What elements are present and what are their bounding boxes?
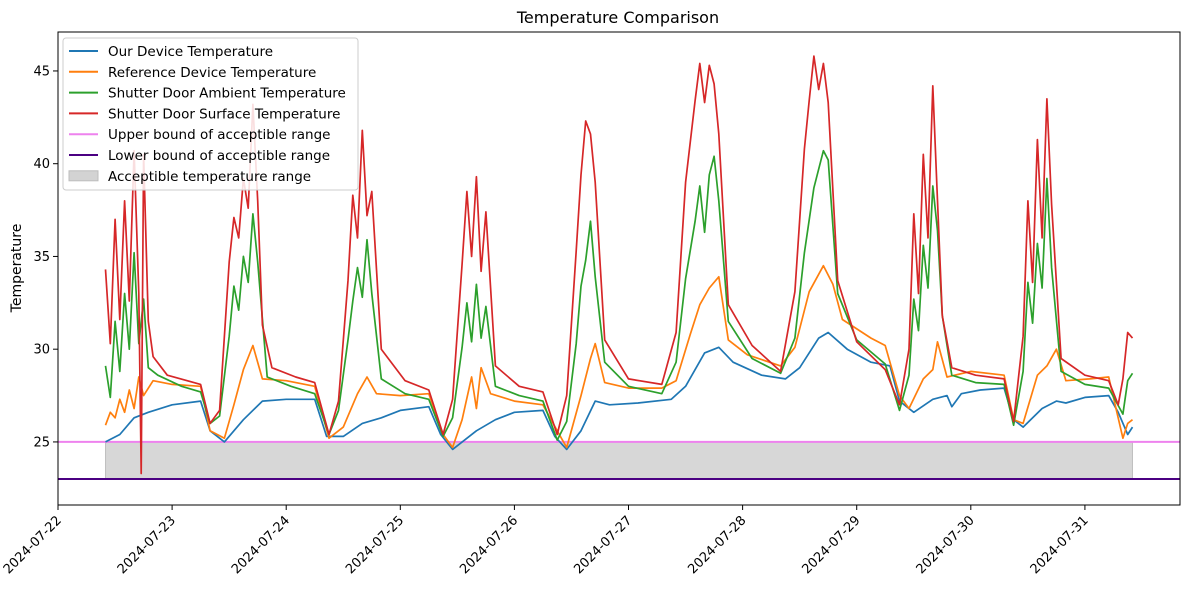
y-axis-label: Temperature: [9, 224, 25, 314]
acceptable-range-band: [105, 441, 1133, 480]
legend-label: Lower bound of acceptible range: [108, 148, 330, 164]
x-tick-label: 2024-07-28: [685, 513, 749, 577]
x-tick-label: 2024-07-26: [457, 513, 521, 577]
y-tick-label: 40: [33, 157, 50, 172]
legend-label: Acceptible temperature range: [108, 169, 311, 185]
legend: Our Device Temperature Reference Device T…: [62, 37, 359, 191]
y-axis: 25 30 35 40 45: [33, 64, 58, 450]
legend-label: Shutter Door Surface Temperature: [108, 106, 340, 122]
legend-label: Our Device Temperature: [108, 44, 273, 60]
y-tick-label: 35: [33, 250, 50, 265]
y-tick-label: 45: [33, 64, 50, 79]
y-tick-label: 30: [33, 343, 50, 358]
series-line-2: [104, 264, 1134, 449]
chart-title: Temperature Comparison: [516, 8, 719, 27]
legend-box: [62, 37, 359, 191]
legend-swatch: [68, 170, 99, 182]
series-line-4: [104, 55, 1134, 475]
x-tick-label: 2024-07-23: [115, 513, 179, 577]
x-tick-label: 2024-07-25: [343, 513, 407, 577]
x-tick-label: 2024-07-31: [1028, 513, 1092, 577]
legend-label: Upper bound of acceptible range: [108, 127, 330, 143]
x-axis: 2024-07-22 2024-07-23 2024-07-24 2024-07-25…: [1, 505, 1092, 577]
legend-label: Shutter Door Ambient Temperature: [108, 86, 346, 102]
x-tick-label: 2024-07-22: [1, 513, 65, 577]
legend-label: Reference Device Temperature: [108, 65, 316, 81]
x-tick-label: 2024-07-27: [571, 513, 635, 577]
x-tick-label: 2024-07-29: [800, 513, 864, 577]
y-tick-label: 25: [33, 435, 50, 450]
plot-frame: [57, 31, 1181, 506]
x-tick-label: 2024-07-30: [914, 513, 978, 577]
x-tick-label: 2024-07-24: [229, 513, 293, 577]
